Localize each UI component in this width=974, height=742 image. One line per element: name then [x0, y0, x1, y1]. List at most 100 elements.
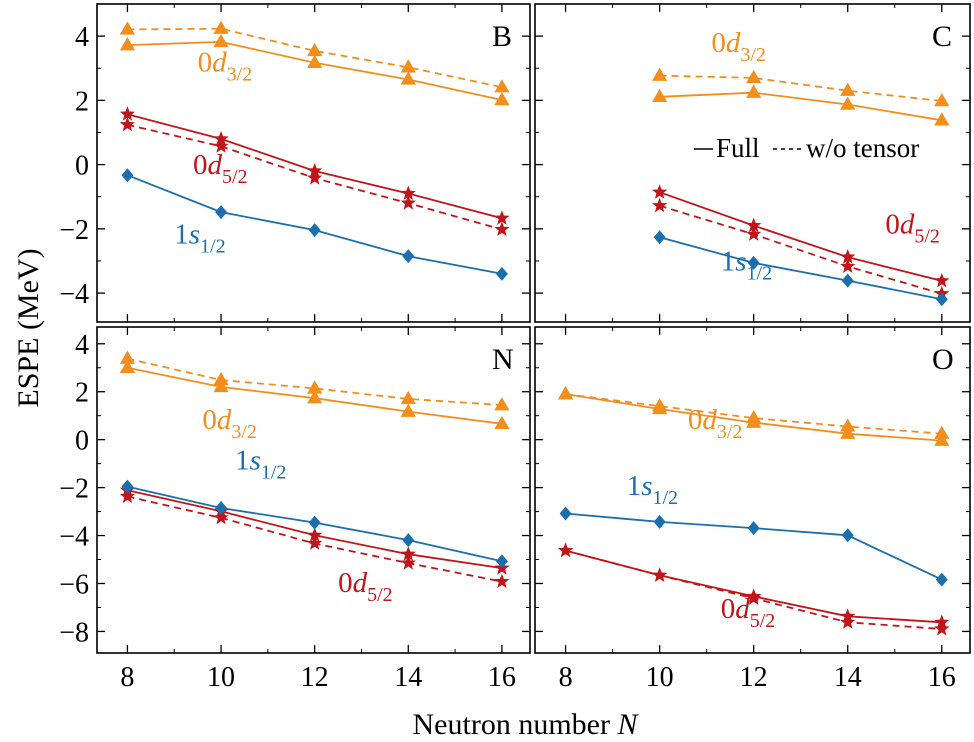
data-point-o-1s1-2-full-n16 — [935, 572, 948, 587]
orbit-label-j: 1/2 — [200, 235, 226, 257]
orbit-label-l: s — [189, 218, 200, 250]
data-point-n-0d5-2-w-o-tensor-n8 — [119, 488, 136, 503]
data-point-b-0d5-2-full-n10 — [213, 130, 229, 146]
orbit-label-n: 0 — [688, 404, 703, 436]
orbit-label-l: s — [735, 246, 746, 278]
data-point-o-0d3-2-w-o-tensor-n14 — [840, 418, 856, 432]
data-point-b-0d3-2-full-n16 — [494, 92, 510, 106]
orbit-label-j: 5/2 — [367, 584, 393, 606]
data-point-b-0d3-2-w-o-tensor-n12 — [307, 42, 323, 57]
orbit-label-d52: 0d5/2 — [338, 567, 393, 606]
legend-notensor-label: w/o tensor — [806, 133, 919, 163]
orbit-label-l: d — [702, 404, 717, 436]
series-line-c-0d5-2-full — [659, 191, 943, 282]
orbit-label-d52: 0d5/2 — [721, 593, 776, 632]
orbit-label-j: 3/2 — [231, 421, 257, 443]
x-tick-label: 16 — [928, 662, 956, 693]
data-point-c-0d5-2-w-o-tensor-n14 — [840, 258, 856, 273]
y-tick-label: 4 — [75, 22, 89, 53]
data-point-c-0d3-2-w-o-tensor-n14 — [840, 82, 856, 96]
data-point-b-0d5-2-full-n14 — [400, 185, 416, 200]
data-point-n-0d3-2-full-n16 — [494, 415, 510, 430]
data-point-n-0d3-2-w-o-tensor-n8 — [119, 350, 136, 364]
y-tick-label: 0 — [75, 151, 89, 182]
x-axis-label: Neutron number N — [413, 708, 640, 741]
data-point-o-1s1-2-full-n12 — [747, 521, 760, 536]
x-tick-label: 10 — [646, 662, 674, 693]
x-tick-label: 16 — [488, 662, 516, 693]
data-point-b-0d5-2-w-o-tensor-n14 — [400, 195, 416, 210]
data-point-b-0d3-2-w-o-tensor-n14 — [400, 59, 416, 73]
data-point-c-1s1-2-full-n16 — [935, 292, 948, 307]
data-point-o-0d3-2-full-n14 — [840, 425, 856, 439]
x-tick-label: 8 — [120, 662, 134, 693]
orbit-label-j: 1/2 — [652, 487, 678, 509]
y-tick-label: 2 — [75, 378, 89, 409]
x-tick-label: 14 — [834, 662, 862, 693]
orbit-label-n: 1 — [174, 218, 189, 250]
data-point-n-0d3-2-full-n14 — [400, 403, 416, 417]
data-point-c-1s1-2-full-n10 — [653, 230, 666, 245]
orbit-label-l: d — [900, 209, 915, 241]
orbit-label-d32: 0d3/2 — [711, 27, 766, 66]
panel-label: O — [932, 343, 954, 376]
y-tick-label: −2 — [59, 474, 89, 505]
orbit-label-d32: 0d3/2 — [202, 404, 257, 443]
data-point-b-0d3-2-w-o-tensor-n16 — [494, 79, 510, 93]
x-axis-label-symbol: N — [616, 708, 639, 741]
orbit-label-j: 5/2 — [914, 226, 940, 248]
data-point-b-0d5-2-full-n16 — [494, 210, 510, 225]
orbit-label-l: d — [207, 149, 222, 181]
data-point-c-0d3-2-full-n10 — [652, 88, 668, 103]
orbit-label-n: 0 — [885, 209, 900, 241]
data-point-o-0d3-2-w-o-tensor-n10 — [652, 398, 668, 412]
orbit-label-s12: 1s1/2 — [627, 470, 678, 509]
data-point-c-0d5-2-w-o-tensor-n10 — [652, 197, 668, 213]
x-tick-label: 12 — [740, 662, 768, 693]
orbit-label-s12: 1s1/2 — [721, 246, 772, 285]
data-point-o-1s1-2-full-n14 — [841, 528, 854, 543]
orbit-label-d32: 0d3/2 — [688, 404, 743, 443]
data-point-n-0d5-2-full-n14 — [400, 546, 416, 561]
data-point-b-0d3-2-w-o-tensor-n8 — [119, 21, 136, 35]
y-tick-label: −4 — [59, 522, 89, 553]
data-point-n-0d5-2-w-o-tensor-n10 — [213, 509, 229, 525]
data-point-b-1s1-2-full-n16 — [495, 266, 508, 281]
data-point-b-0d3-2-full-n8 — [119, 37, 136, 51]
data-point-n-0d3-2-full-n10 — [213, 378, 229, 393]
data-point-o-0d3-2-w-o-tensor-n12 — [746, 410, 762, 424]
orbit-label-n: 0 — [338, 567, 353, 599]
series-line-c-0d5-2-w-o-tensor — [659, 204, 943, 295]
data-point-o-0d5-2-w-o-tensor-n12 — [746, 590, 762, 605]
y-tick-label: −8 — [59, 617, 89, 648]
panel-label: B — [492, 20, 512, 53]
data-point-n-0d3-2-w-o-tensor-n14 — [400, 390, 416, 405]
data-point-c-1s1-2-full-n12 — [747, 255, 760, 270]
orbit-label-j: 5/2 — [222, 166, 248, 188]
series-line-c-1s1-2-full — [659, 236, 942, 301]
orbit-label-n: 1 — [627, 470, 642, 502]
data-point-o-0d3-2-w-o-tensor-n16 — [934, 425, 950, 439]
data-point-b-1s1-2-full-n8 — [121, 168, 134, 183]
data-point-n-0d5-2-w-o-tensor-n12 — [307, 535, 323, 550]
data-point-b-0d3-2-full-n10 — [213, 33, 229, 48]
data-point-o-1s1-2-full-n8 — [559, 506, 572, 521]
data-point-c-0d5-2-full-n10 — [652, 184, 668, 199]
data-point-b-0d5-2-w-o-tensor-n10 — [213, 138, 229, 153]
data-point-n-1s1-2-full-n14 — [402, 533, 415, 548]
legend-full-label: Full — [716, 133, 760, 163]
y-tick-label: −2 — [59, 215, 89, 246]
data-point-n-0d3-2-w-o-tensor-n16 — [494, 397, 510, 411]
data-point-n-1s1-2-full-n12 — [308, 515, 321, 530]
orbit-label-j: 3/2 — [717, 421, 743, 443]
data-point-o-0d3-2-w-o-tensor-n8 — [557, 386, 574, 400]
panel-label: N — [492, 343, 514, 376]
x-tick-label: 12 — [301, 662, 329, 693]
data-point-n-0d3-2-w-o-tensor-n10 — [213, 371, 229, 386]
orbit-label-l: d — [735, 593, 750, 625]
